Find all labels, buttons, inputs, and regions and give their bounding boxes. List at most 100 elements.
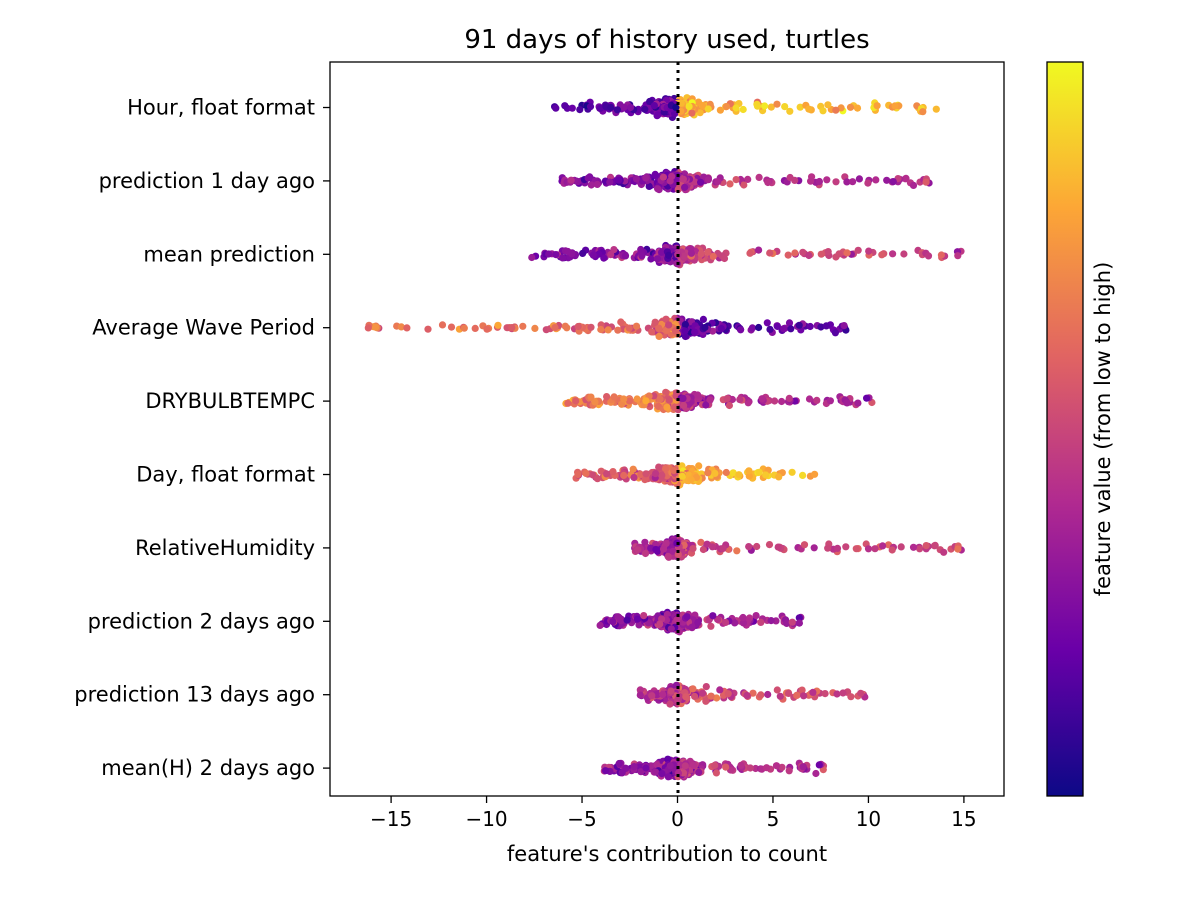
feature-points: [596, 608, 805, 636]
data-point: [655, 332, 663, 340]
data-point: [739, 619, 748, 627]
feature-points: [364, 314, 850, 341]
data-point: [591, 398, 599, 406]
data-point: [817, 323, 825, 331]
data-point: [704, 469, 712, 477]
data-point: [773, 100, 781, 108]
data-point: [954, 252, 962, 260]
data-point: [842, 543, 850, 551]
data-point: [648, 692, 656, 700]
data-point: [438, 321, 447, 329]
data-point: [672, 103, 680, 111]
feature-points: [572, 462, 819, 489]
x-tick-label: −5: [567, 807, 596, 831]
data-point: [561, 102, 569, 110]
data-point: [607, 251, 615, 259]
data-point: [664, 755, 672, 763]
data-point: [658, 248, 666, 256]
data-point: [641, 549, 650, 558]
data-point: [826, 397, 835, 405]
data-point: [761, 102, 769, 110]
data-point: [785, 767, 793, 775]
data-point: [697, 250, 705, 258]
feature-points: [551, 94, 940, 121]
data-point: [795, 619, 804, 627]
data-point: [791, 176, 799, 184]
data-point: [800, 541, 809, 549]
data-point: [773, 686, 781, 694]
data-point: [712, 769, 721, 777]
data-point: [724, 690, 732, 698]
data-point: [559, 254, 567, 262]
data-point: [778, 763, 786, 771]
data-point: [606, 178, 614, 186]
plot-frame: [329, 61, 1005, 797]
data-point: [603, 393, 611, 401]
data-point: [737, 761, 745, 770]
data-point: [640, 612, 648, 620]
data-point: [954, 545, 962, 553]
data-point: [681, 327, 689, 335]
data-point: [810, 544, 818, 552]
data-point: [922, 178, 930, 186]
data-point: [615, 176, 623, 184]
data-point: [609, 468, 617, 476]
x-tick-label: 15: [951, 807, 976, 831]
data-point: [678, 472, 686, 480]
data-point: [762, 471, 770, 479]
data-point: [620, 471, 628, 480]
data-point: [776, 692, 784, 700]
data-point: [670, 466, 678, 474]
data-point: [795, 614, 803, 622]
data-point: [798, 686, 806, 694]
data-point: [799, 471, 807, 479]
data-point: [659, 690, 667, 699]
data-point: [615, 759, 623, 768]
y-tick-label: mean(H) 2 days ago: [101, 756, 315, 780]
data-point: [784, 251, 792, 259]
data-point: [647, 255, 655, 263]
data-point: [364, 324, 372, 332]
data-point: [793, 691, 801, 700]
data-point: [694, 619, 702, 627]
data-point: [704, 176, 713, 184]
data-point: [671, 110, 679, 118]
data-point: [772, 762, 781, 770]
data-point: [785, 689, 793, 698]
data-point: [937, 251, 946, 259]
data-point: [630, 473, 638, 482]
data-point: [824, 544, 832, 552]
data-point: [667, 687, 675, 695]
data-point: [508, 324, 516, 332]
data-point: [765, 541, 774, 549]
data-point: [552, 104, 560, 112]
data-point: [811, 470, 819, 478]
data-point: [695, 462, 703, 470]
data-point: [653, 255, 662, 263]
data-point: [683, 613, 691, 621]
data-point: [916, 545, 924, 553]
feature-points: [528, 241, 965, 269]
data-point: [722, 763, 730, 771]
data-point: [732, 104, 740, 112]
data-point: [654, 111, 662, 119]
data-point: [596, 621, 604, 630]
data-point: [763, 319, 771, 327]
data-point: [670, 403, 679, 411]
data-point: [873, 102, 881, 110]
data-point: [709, 612, 717, 620]
data-point: [704, 105, 712, 113]
feature-points: [558, 168, 933, 194]
data-point: [821, 690, 829, 698]
chart-title: 91 days of history used, turtles: [464, 25, 869, 55]
data-point: [662, 315, 670, 323]
data-point: [854, 246, 862, 254]
data-point: [677, 107, 685, 115]
data-point: [744, 399, 752, 407]
data-point: [696, 109, 704, 117]
data-point: [739, 613, 747, 622]
data-point: [661, 465, 670, 473]
data-point: [773, 322, 782, 330]
data-point: [931, 541, 939, 550]
data-point: [697, 538, 705, 547]
